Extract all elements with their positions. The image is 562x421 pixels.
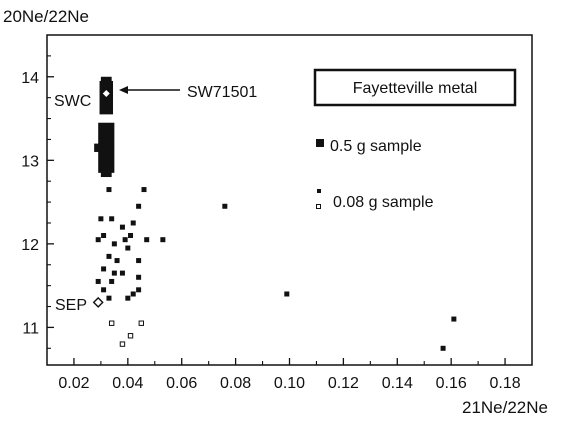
- sw71501-arrow-head: [119, 86, 128, 94]
- point-008g: [106, 253, 112, 259]
- legend-box: [313, 68, 517, 107]
- point-008g: [114, 258, 120, 264]
- legend-title: Fayetteville metal: [353, 80, 478, 97]
- point-008g: [130, 220, 136, 226]
- point-008g: [109, 278, 115, 284]
- point-008g: [111, 241, 117, 247]
- point-008g: [122, 237, 128, 243]
- data-marks: [92, 76, 457, 351]
- y-tick-label: 12: [21, 237, 39, 254]
- x-tick-label: 0.18: [489, 375, 520, 392]
- x-axis-label: 21Ne/22Ne: [462, 398, 548, 417]
- sep-label: SEP: [55, 297, 87, 314]
- x-tick-label: 0.02: [58, 375, 89, 392]
- point-008g: [136, 258, 142, 264]
- y-tick-label: 14: [21, 70, 39, 87]
- y-axis-label: 20Ne/22Ne: [3, 7, 89, 26]
- point-05g: [94, 143, 114, 152]
- legend-label-small: 0.08 g sample: [333, 194, 434, 211]
- x-tick-label: 0.14: [382, 375, 413, 392]
- y-tick-label: 11: [22, 320, 39, 337]
- point-008g: [440, 345, 446, 351]
- point-008g: [95, 278, 101, 284]
- point-008g: [222, 203, 228, 209]
- point-008g: [106, 187, 112, 193]
- point-008g: [101, 266, 107, 272]
- point-008g: [451, 316, 457, 322]
- point-008g: [141, 187, 147, 193]
- legend-marker-small-filled: [317, 189, 321, 193]
- x-tick-label: 0.06: [166, 375, 197, 392]
- point-008g: [136, 203, 142, 209]
- x-tick-label: 0.08: [220, 375, 251, 392]
- legend-marker-large: [316, 139, 324, 147]
- point-008g: [128, 233, 134, 239]
- sw71501-label: SW71501: [187, 84, 257, 101]
- point-008g: [160, 237, 166, 243]
- point-008g-open: [127, 333, 134, 339]
- point-008g: [284, 291, 290, 297]
- tick-labels: 0.02 0.04 0.06 0.08 0.10 0.12 0.14 0.16 0.18 11 12…: [21, 70, 521, 392]
- sep-marker: [92, 296, 104, 308]
- legend-label-large: 0.5 g sample: [330, 138, 422, 155]
- x-tick-label: 0.04: [112, 375, 143, 392]
- axis-ticks: [47, 55, 506, 365]
- point-008g: [111, 270, 117, 276]
- point-05g: [100, 160, 112, 178]
- x-tick-label: 0.10: [274, 375, 305, 392]
- point-008g-open: [108, 320, 115, 326]
- swc-label: SWC: [54, 93, 91, 110]
- point-008g: [95, 237, 101, 243]
- point-008g: [106, 295, 112, 301]
- x-tick-label: 0.16: [436, 375, 467, 392]
- swc-marker: [100, 87, 112, 99]
- point-008g: [119, 224, 125, 230]
- point-008g: [125, 295, 131, 301]
- x-tick-label: 0.12: [328, 375, 359, 392]
- point-008g: [119, 270, 125, 276]
- point-008g: [144, 237, 150, 243]
- point-008g: [130, 291, 136, 297]
- point-008g: [101, 287, 107, 293]
- legend-marker-small-open: [316, 204, 321, 209]
- point-008g-open: [138, 320, 145, 326]
- point-008g: [136, 274, 142, 280]
- point-008g: [98, 216, 104, 222]
- point-008g: [136, 287, 142, 293]
- point-008g: [101, 233, 107, 239]
- point-008g: [109, 216, 115, 222]
- y-tick-label: 13: [21, 153, 39, 170]
- point-008g-open: [119, 341, 126, 347]
- point-008g: [125, 245, 131, 251]
